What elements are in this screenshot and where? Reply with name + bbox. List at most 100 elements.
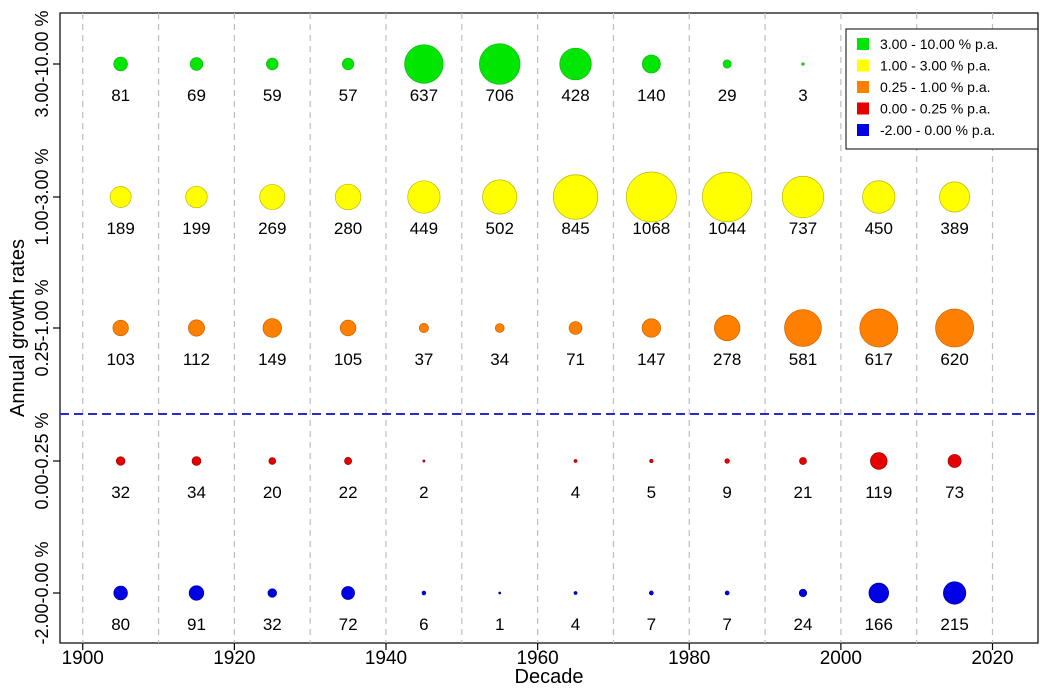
bubble [573, 459, 578, 463]
bubble [262, 318, 282, 338]
bubble [799, 457, 807, 465]
bubble [714, 314, 741, 342]
legend-label: 0.25 - 1.00 % p.a. [880, 79, 991, 95]
bubble [494, 323, 505, 333]
bubble-count-label: 81 [111, 86, 130, 105]
x-axis-title: Decade [515, 666, 584, 688]
bubble-count-label: 71 [566, 350, 585, 369]
legend-swatch [857, 102, 869, 115]
bubble-count-label: 428 [561, 86, 589, 105]
bubble [641, 318, 661, 338]
bubble [859, 308, 899, 348]
bubble-count-label: 1 [495, 615, 504, 634]
bubble-count-label: 6 [419, 615, 428, 634]
bubble [418, 323, 429, 334]
bubble [722, 59, 732, 69]
bubble-count-label: 166 [865, 615, 893, 634]
bubble-count-label: 280 [334, 219, 362, 238]
y-row-label: 3.00-10.00 % [32, 10, 52, 117]
bubble [625, 171, 677, 223]
bubble [191, 456, 202, 466]
bubble [266, 57, 279, 71]
bubble [259, 184, 286, 210]
bubble [339, 319, 357, 337]
bubble-count-label: 215 [940, 615, 968, 634]
legend-box [845, 28, 1039, 150]
bubble-count-label: 105 [334, 350, 362, 369]
bubble [784, 309, 822, 347]
legend-swatch [857, 81, 869, 93]
bubble [724, 590, 730, 596]
bubble [724, 458, 730, 464]
bubble [568, 321, 583, 335]
bubble [935, 308, 975, 348]
bubble-count-label: 449 [410, 219, 438, 238]
bubble-count-label: 1068 [632, 219, 670, 238]
bubble-count-label: 80 [111, 615, 130, 634]
bubble [407, 180, 441, 214]
bubble-count-label: 620 [940, 350, 968, 369]
legend-label: 0.00 - 0.25 % p.a. [880, 101, 991, 117]
bubble-count-label: 706 [486, 86, 514, 105]
bubble [113, 56, 128, 72]
bubble [482, 179, 518, 215]
x-tick-label: 2020 [971, 648, 1013, 669]
bubble [943, 581, 967, 605]
bubble-count-label: 737 [789, 219, 817, 238]
x-tick-label: 2000 [820, 648, 862, 669]
bubble-count-label: 189 [106, 219, 134, 238]
legend-swatch [857, 38, 869, 50]
bubble [641, 54, 661, 74]
bubble-count-label: 269 [258, 219, 286, 238]
bubble [422, 459, 426, 463]
bubble-count-label: 581 [789, 350, 817, 369]
bubble-count-label: 4 [571, 483, 580, 502]
bubble-count-label: 199 [182, 219, 210, 238]
bubble [112, 319, 129, 337]
bubble-count-label: 57 [339, 86, 358, 105]
bubble [268, 457, 277, 465]
y-axis-row-labels: 3.00-10.00 % 1.00-3.00 % 0.25-1.00 % 0.00-0… [32, 10, 60, 645]
y-row-label: 0.25-1.00 % [32, 279, 52, 376]
bubble-count-label: 7 [722, 615, 731, 634]
x-tick-label: 1940 [365, 648, 407, 669]
bubble [479, 43, 521, 85]
bubble-count-label: 119 [865, 483, 892, 502]
bubble [341, 57, 355, 71]
bubble-count-label: 637 [410, 86, 438, 105]
bubble [870, 452, 888, 470]
bubble [649, 458, 654, 464]
bubble-count-label: 73 [945, 483, 964, 502]
bubble-count-label: 1044 [708, 219, 746, 238]
bubble-count-label: 24 [794, 615, 813, 634]
bubble-count-label: 59 [263, 86, 282, 105]
bubble [868, 582, 890, 604]
legend-swatch [857, 124, 869, 136]
bubble-count-label: 37 [414, 350, 433, 369]
bubble [404, 44, 444, 84]
bubble-count-label: 389 [940, 219, 968, 238]
bubble [801, 62, 805, 66]
bubble-count-label: 617 [865, 350, 893, 369]
bubble-count-label: 3 [798, 86, 807, 105]
bubble [188, 585, 205, 601]
bubble [113, 585, 128, 601]
bubble-count-label: 278 [713, 350, 741, 369]
bubble [498, 591, 502, 595]
bubble [344, 457, 353, 465]
bubble-count-label: 149 [258, 350, 286, 369]
bubble-count-label: 502 [486, 219, 514, 238]
bubble [188, 319, 205, 337]
bubble-count-label: 5 [647, 483, 656, 502]
bubble [702, 171, 753, 223]
y-axis-title: Annual growth rates [7, 239, 29, 417]
bubble [552, 174, 599, 220]
bubble-count-label: 34 [490, 350, 509, 369]
bubble [267, 588, 277, 598]
legend: 3.00 - 10.00 % p.a. 1.00 - 3.00 % p.a. 0.2… [845, 28, 1039, 150]
bubble-count-label: 103 [106, 350, 134, 369]
legend-label: -2.00 - 0.00 % p.a. [880, 122, 995, 138]
